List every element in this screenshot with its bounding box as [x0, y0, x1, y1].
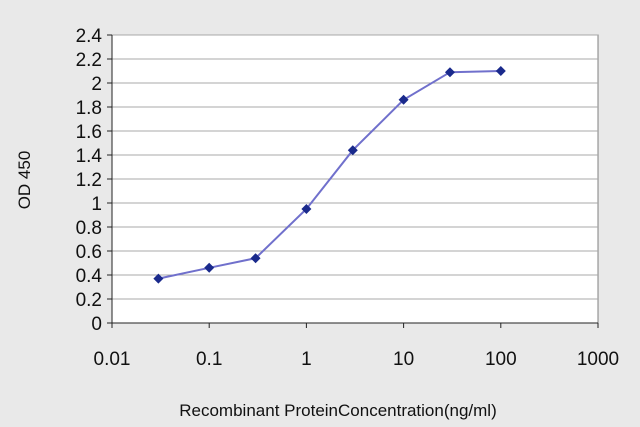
x-tick-labels: 0.01 0.1 1 10 100 1000 — [94, 349, 620, 370]
x-axis-title: Recombinant ProteinConcentration(ng/ml) — [179, 401, 497, 420]
axes — [107, 34, 599, 328]
x-tick-label: 1 — [301, 349, 312, 370]
x-tick-label: 1000 — [577, 349, 619, 370]
y-tick-label: 2.4 — [76, 26, 103, 47]
x-tick-label: 10 — [393, 349, 414, 370]
gridlines — [112, 34, 598, 300]
data-point — [444, 67, 455, 78]
y-tick-label: 1 — [91, 194, 102, 215]
y-tick-label: 1.8 — [76, 98, 102, 119]
x-tick-label: 0.1 — [196, 349, 222, 370]
y-tick-label: 1.2 — [76, 170, 102, 191]
y-axis-title: OD 450 — [15, 151, 34, 210]
data-point — [153, 273, 164, 284]
series — [153, 66, 506, 284]
data-point — [250, 253, 261, 264]
y-tick-label: 0.2 — [76, 290, 102, 311]
y-tick-label: 2.2 — [76, 50, 102, 71]
y-tick-label: 0.6 — [76, 242, 102, 263]
data-point — [495, 66, 506, 76]
y-tick-label: 0.4 — [76, 266, 103, 287]
data-point — [347, 145, 358, 156]
data-point — [204, 262, 215, 273]
data-point — [301, 204, 312, 214]
y-tick-label: 1.4 — [76, 146, 103, 167]
data-point — [398, 94, 409, 105]
y-tick-label: 2 — [91, 74, 102, 95]
x-tick-label: 0.01 — [94, 349, 131, 370]
x-tick-label: 100 — [485, 349, 517, 370]
y-tick-label: 0.8 — [76, 218, 102, 239]
series-line — [158, 70, 501, 280]
y-tick-label: 1.6 — [76, 122, 102, 143]
y-tick-label: 0 — [91, 314, 102, 335]
y-tick-labels: 0 0.2 0.4 0.6 0.8 1 1.2 1.4 1.6 1.8 2 2.2 2.4 — [76, 26, 103, 335]
